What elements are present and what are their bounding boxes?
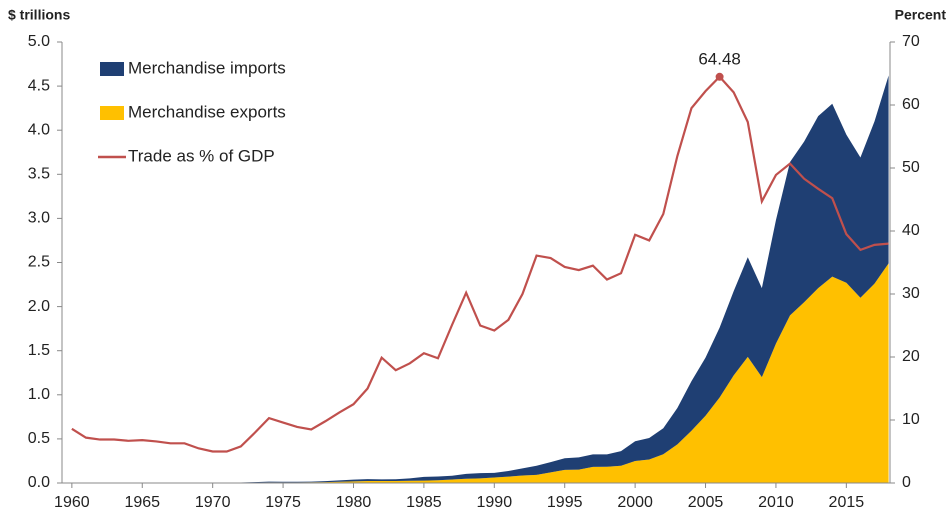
y-tick-label: 5.0 [28,33,50,50]
y-tick-label: 3.0 [28,210,50,227]
peak-marker [715,72,724,81]
y2-tick-label: 70 [902,33,920,50]
y2-tick-label: 40 [902,222,920,239]
y-tick-label: 3.5 [28,166,50,183]
y-tick-label: 4.5 [28,77,50,94]
y-tick-label: 1.0 [28,386,50,403]
y2-tick-label: 10 [902,411,920,428]
y2-tick-label: 50 [902,159,920,176]
x-tick-label: 2005 [688,494,724,511]
y-tick-label: 2.0 [28,298,50,315]
x-tick-label: 2000 [617,494,653,511]
x-tick-label: 1990 [477,494,513,511]
x-tick-label: 2015 [829,494,865,511]
legend-swatch [100,62,124,76]
line [71,75,889,453]
y2-axis-title: Percent [895,7,947,23]
y-tick-label: 2.5 [28,254,50,271]
x-tick-label: 1985 [406,494,442,511]
legend-label: Merchandise exports [128,102,286,121]
y-tick-label: 1.5 [28,342,50,359]
y2-tick-label: 20 [902,348,920,365]
y2-tick-label: 30 [902,285,920,302]
x-tick-label: 1995 [547,494,583,511]
y2-tick-label: 0 [902,474,911,491]
area [71,263,889,483]
legend-label: Trade as % of GDP [128,146,275,165]
x-tick-label: 1980 [336,494,372,511]
y-tick-label: 0.0 [28,474,50,491]
x-tick-label: 1960 [54,494,90,511]
legend-swatch [100,106,124,120]
x-tick-label: 1975 [265,494,301,511]
x-tick-label: 1970 [195,494,231,511]
legend-label: Merchandise imports [128,58,286,77]
y2-tick-label: 60 [902,96,920,113]
y-tick-label: 0.5 [28,430,50,447]
y-axis-title: $ trillions [8,7,70,23]
annotation: 64.48 [698,49,741,68]
x-tick-label: 1965 [124,494,160,511]
x-tick-label: 2010 [758,494,794,511]
y-tick-label: 4.0 [28,121,50,138]
